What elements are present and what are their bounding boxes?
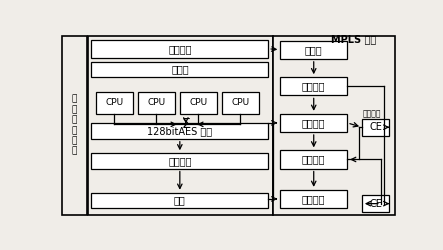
Bar	[180, 92, 217, 114]
Bar	[91, 40, 268, 58]
Bar	[222, 92, 259, 114]
Text: 建立通信: 建立通信	[302, 154, 326, 164]
Bar	[138, 92, 175, 114]
Text: CPU: CPU	[105, 98, 124, 107]
Text: CPU: CPU	[189, 98, 207, 107]
Bar	[280, 114, 347, 132]
Text: 加密引擎: 加密引擎	[168, 156, 191, 166]
Text: 操作系统: 操作系统	[168, 44, 191, 54]
Text: CPU: CPU	[231, 98, 249, 107]
Bar	[280, 150, 347, 169]
Text: 虚
拟
逻
辑
分
区: 虚 拟 逻 辑 分 区	[72, 95, 77, 156]
Bar	[362, 118, 389, 136]
Bar	[91, 123, 268, 139]
Bar	[273, 36, 395, 215]
Bar	[96, 92, 133, 114]
Text: 云供应商: 云供应商	[363, 109, 381, 118]
Bar	[280, 190, 347, 208]
Bar	[62, 36, 87, 215]
Text: CE: CE	[369, 199, 382, 209]
Text: CE: CE	[369, 122, 382, 132]
Text: CPU: CPU	[147, 98, 165, 107]
Text: MPLS 网络: MPLS 网络	[331, 34, 376, 44]
Bar	[362, 195, 389, 212]
Text: 密钥交换: 密钥交换	[302, 118, 326, 128]
Text: 初始化: 初始化	[305, 45, 323, 55]
Text: Σ: Σ	[182, 117, 190, 131]
Bar	[91, 62, 268, 77]
Text: 存储器: 存储器	[171, 64, 189, 74]
Bar	[280, 77, 347, 96]
Text: 会话终止: 会话终止	[302, 194, 326, 204]
Text: 128bitAES 密钥: 128bitAES 密钥	[147, 126, 212, 136]
Bar	[88, 36, 273, 215]
Bar	[280, 40, 347, 59]
Text: 输出: 输出	[174, 195, 186, 205]
Text: 协议认证: 协议认证	[302, 81, 326, 91]
Bar	[91, 193, 268, 208]
Bar	[91, 153, 268, 168]
